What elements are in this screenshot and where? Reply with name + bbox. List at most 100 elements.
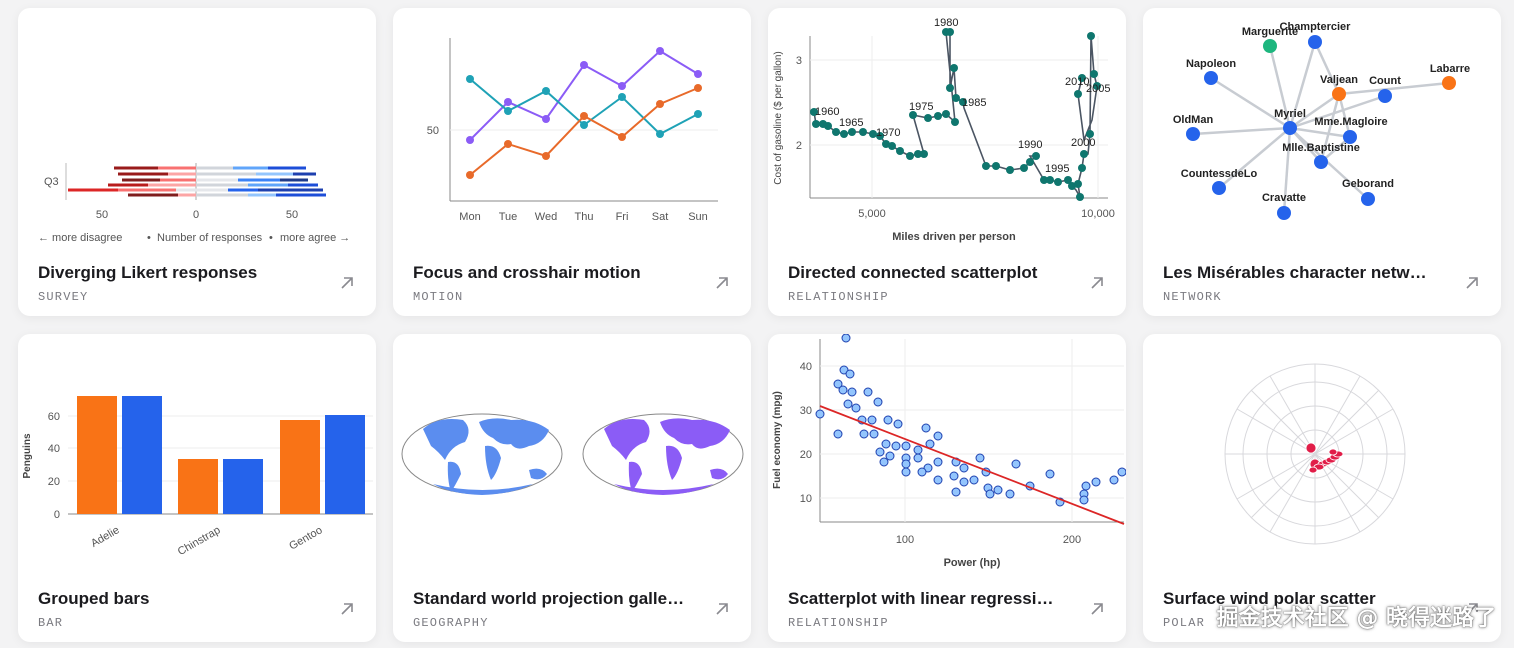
node-label: CountessdeLo [1181, 168, 1258, 180]
node-label: Geborand [1342, 178, 1394, 190]
year-label: 1990 [1018, 139, 1042, 151]
x-tick-label: Thu [575, 211, 594, 223]
card-polar-scatter[interactable]: Surface wind polar scatter POLAR [1143, 334, 1501, 642]
card-thumbnail: Q3 50 0 50 ← more disagree • Number of r… [18, 8, 376, 258]
y-tick-label: 20 [800, 449, 812, 461]
node-label: Mlle.Baptistine [1282, 142, 1360, 154]
y-tick-label: 30 [800, 405, 812, 417]
y-axis-label: Cost of gasoline ($ per gallon) [773, 51, 784, 184]
card-thumbnail: Fuel economy (mpg) 40 30 20 10 100 200 P… [768, 334, 1126, 584]
x-axis-label: Power (hp) [944, 557, 1001, 569]
card-title: Scatterplot with linear regressi… [788, 589, 1054, 608]
y-tick-label: 50 [427, 125, 439, 137]
card-focus-crosshair[interactable]: 50 Mon Tue Wed Thu Fri Sat Sun Focus and… [393, 8, 751, 316]
card-grouped-bars[interactable]: Penguins 60 40 20 0 Adelie Chinstrap Gen… [18, 334, 376, 642]
x-tick-label: Sat [652, 211, 669, 223]
card-thumbnail [1143, 334, 1501, 584]
bar [325, 415, 365, 514]
x-tick-label: 50 [286, 209, 298, 221]
arrow-up-right-icon[interactable] [338, 600, 356, 618]
arrow-up-right-icon[interactable] [713, 600, 731, 618]
node-label: Champtercier [1280, 21, 1352, 33]
x-tick-label: Fri [616, 211, 629, 223]
node-label: Napoleon [1186, 58, 1236, 70]
x-tick-label: Gentoo [287, 524, 324, 552]
card-category: POLAR [1163, 616, 1206, 630]
x-tick-label: Adelie [89, 524, 121, 550]
arrow-up-right-icon[interactable] [1088, 600, 1106, 618]
y-axis-label: Fuel economy (mpg) [772, 391, 783, 489]
year-label: 1960 [815, 106, 839, 118]
scatter-regression-chart: Fuel economy (mpg) 40 30 20 10 100 200 P… [772, 334, 1126, 569]
y-tick-label: 40 [800, 361, 812, 373]
map-natural-earth-purple [582, 413, 744, 495]
card-title: Diverging Likert responses [38, 263, 258, 282]
node-label: Cravatte [1262, 192, 1306, 204]
card-world-projections[interactable]: Standard world projection galle… GEOGRAP… [393, 334, 751, 642]
x-tick-label: 5,000 [858, 208, 886, 220]
year-label: 1975 [909, 101, 933, 113]
x-tick-label: 0 [193, 209, 199, 221]
card-title: Standard world projection galle… [413, 589, 685, 608]
card-title: Directed connected scatterplot [788, 263, 1038, 282]
card-title: Les Misérables character netw… [1163, 263, 1427, 282]
year-label: 2010 [1065, 76, 1089, 88]
bar [223, 459, 263, 514]
card-diverging-likert[interactable]: Q3 50 0 50 ← more disagree • Number of r… [18, 8, 376, 316]
world-map-thumbnails [401, 413, 744, 495]
grouped-bar-chart: Penguins 60 40 20 0 Adelie Chinstrap Gen… [22, 396, 373, 558]
arrow-up-right-icon[interactable] [338, 274, 356, 292]
card-network[interactable]: Marguerite Champtercier Napoleon Valjean… [1143, 8, 1501, 316]
y-tick-label: 40 [48, 443, 60, 455]
node-label: Count [1369, 75, 1401, 87]
card-title: Grouped bars [38, 589, 150, 608]
likert-chart: Q3 50 0 50 ← more disagree • Number of r… [38, 163, 350, 244]
x-tick-label: Sun [688, 211, 708, 223]
arrow-up-right-icon[interactable] [1088, 274, 1106, 292]
connected-scatterplot: Cost of gasoline ($ per gallon) 3 2 5,00… [773, 17, 1115, 243]
y-tick-label: 0 [54, 509, 60, 521]
arrow-up-right-icon[interactable] [713, 274, 731, 292]
card-category: GEOGRAPHY [413, 616, 489, 630]
x-tick-label: Chinstrap [176, 524, 223, 558]
card-thumbnail: Penguins 60 40 20 0 Adelie Chinstrap Gen… [18, 334, 376, 584]
network-graph: Marguerite Champtercier Napoleon Valjean… [1173, 21, 1470, 220]
year-label: 1980 [934, 17, 958, 29]
y-tick-label: 60 [48, 411, 60, 423]
bar [77, 396, 117, 514]
card-category: MOTION [413, 290, 464, 304]
card-thumbnail: Cost of gasoline ($ per gallon) 3 2 5,00… [768, 8, 1126, 258]
card-category: BAR [38, 616, 64, 630]
multi-line-chart: 50 Mon Tue Wed Thu Fri Sat Sun [427, 38, 718, 223]
card-category: RELATIONSHIP [788, 290, 889, 304]
axis-caption-right: more agree → [280, 232, 350, 244]
arrow-up-right-icon[interactable] [1463, 600, 1481, 618]
year-label: 2000 [1071, 137, 1095, 149]
x-tick-label: Tue [499, 211, 518, 223]
x-axis-label: Miles driven per person [892, 231, 1016, 243]
x-tick-label: Mon [459, 211, 480, 223]
axis-caption-sep: • [269, 232, 273, 244]
year-label: 1970 [876, 127, 900, 139]
bar [122, 396, 162, 514]
card-category: SURVEY [38, 290, 89, 304]
year-label: 1965 [839, 117, 863, 129]
card-scatter-regression[interactable]: Fuel economy (mpg) 40 30 20 10 100 200 P… [768, 334, 1126, 642]
row-label: Q3 [44, 176, 59, 188]
axis-caption-mid: Number of responses [157, 232, 263, 244]
node-label: Mme.Magloire [1314, 116, 1387, 128]
axis-caption-left: ← more disagree [38, 232, 122, 244]
card-category: NETWORK [1163, 290, 1222, 304]
watermark: 掘金技术社区 @ 晓得迷路了 [1216, 606, 1496, 631]
polar-scatter-chart [1224, 363, 1406, 545]
y-tick-label: 10 [800, 493, 812, 505]
y-tick-label: 3 [796, 55, 802, 67]
node-label: Marguerite [1242, 26, 1298, 38]
arrow-up-right-icon[interactable] [1463, 274, 1481, 292]
card-connected-scatterplot[interactable]: Cost of gasoline ($ per gallon) 3 2 5,00… [768, 8, 1126, 316]
card-title: Focus and crosshair motion [413, 263, 641, 282]
node-label: Valjean [1320, 74, 1358, 86]
x-tick-label: 10,000 [1081, 208, 1115, 220]
map-robinson-blue [401, 413, 563, 495]
x-tick-label: 200 [1063, 534, 1081, 546]
